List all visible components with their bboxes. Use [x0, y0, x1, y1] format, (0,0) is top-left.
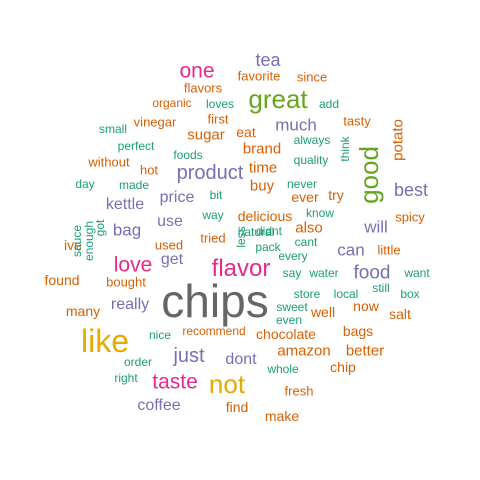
word: sugar: [187, 126, 225, 144]
word: got: [93, 219, 107, 237]
word: dont: [225, 351, 257, 368]
word: best: [393, 180, 429, 200]
word: better: [345, 342, 385, 360]
word: water: [309, 266, 339, 280]
word: get: [160, 251, 184, 268]
word: try: [328, 187, 344, 203]
word: buy: [249, 177, 275, 195]
word: pack: [255, 240, 281, 254]
word: price: [159, 189, 195, 206]
word: much: [275, 115, 317, 135]
word: many: [65, 303, 101, 319]
word: chocolate: [256, 326, 316, 342]
word: nice: [148, 328, 172, 342]
word: bag: [112, 220, 142, 240]
word: flavor: [211, 255, 271, 282]
word: first: [207, 111, 229, 127]
word: find: [225, 399, 249, 415]
word: food: [353, 262, 391, 284]
word: local: [333, 287, 359, 301]
word: really: [110, 296, 150, 313]
word: recommend: [182, 324, 246, 338]
word: found: [44, 272, 80, 288]
word: think: [338, 136, 352, 162]
word: foods: [173, 148, 203, 162]
word: salt: [389, 306, 411, 322]
word: fresh: [284, 383, 314, 399]
word: kettle: [105, 196, 145, 213]
word: cant: [294, 235, 318, 249]
word: since: [296, 69, 328, 85]
word: ever: [291, 189, 319, 205]
word: box: [400, 287, 420, 301]
word: favorite: [237, 68, 281, 84]
word: potato: [389, 119, 407, 161]
word: perfect: [117, 139, 155, 153]
word: coffee: [137, 397, 181, 414]
word: little: [377, 242, 401, 258]
word: eat: [236, 124, 256, 140]
word: store: [293, 287, 321, 301]
word: made: [118, 178, 150, 192]
word: didnt: [255, 224, 283, 238]
word: love: [113, 253, 153, 277]
word: also: [295, 219, 323, 237]
word: delicious: [237, 208, 293, 224]
word: spicy: [395, 209, 425, 225]
word: tasty: [343, 113, 371, 129]
word: whole: [267, 362, 299, 376]
word: time: [248, 159, 278, 177]
word: flavors: [183, 80, 223, 96]
word: less: [234, 226, 248, 248]
word: add: [318, 97, 340, 111]
word: taste: [152, 370, 198, 394]
word: well: [310, 304, 336, 320]
word: natural: [237, 225, 275, 239]
word: order: [123, 355, 153, 369]
word: every: [278, 249, 308, 263]
word: amazon: [277, 342, 331, 360]
word: bags: [342, 323, 374, 339]
word: now: [353, 298, 379, 314]
word: just: [173, 345, 205, 367]
word: used: [154, 237, 184, 253]
word: loves: [205, 97, 235, 111]
word: ive: [64, 237, 82, 253]
word: without: [88, 154, 130, 170]
word: chip: [330, 359, 356, 375]
word: one: [179, 59, 215, 83]
word: tea: [255, 50, 281, 70]
word: hot: [139, 162, 159, 178]
word: vinegar: [133, 114, 177, 130]
word: tried: [200, 230, 226, 246]
word: say: [282, 266, 302, 280]
word: even: [275, 313, 303, 327]
word: way: [202, 208, 224, 222]
word: day: [75, 177, 95, 191]
word: chips: [161, 275, 269, 327]
word: like: [80, 323, 130, 359]
word: will: [364, 217, 388, 237]
word: want: [404, 266, 430, 280]
word: bit: [209, 188, 223, 202]
word: make: [264, 408, 300, 424]
word: brand: [242, 140, 282, 158]
word: always: [293, 133, 331, 147]
word: organic: [152, 96, 192, 110]
word: know: [305, 206, 335, 220]
word: not: [208, 369, 246, 399]
word: never: [286, 177, 318, 191]
word: product: [176, 162, 244, 184]
word: still: [372, 281, 390, 295]
word: great: [248, 84, 308, 114]
word: use: [157, 213, 183, 230]
word: quality: [293, 153, 329, 167]
word: right: [114, 371, 138, 385]
word: bought: [106, 274, 146, 290]
word: good: [354, 146, 384, 204]
word: sweet: [276, 300, 308, 314]
word: can: [337, 240, 365, 260]
word: small: [98, 122, 128, 136]
